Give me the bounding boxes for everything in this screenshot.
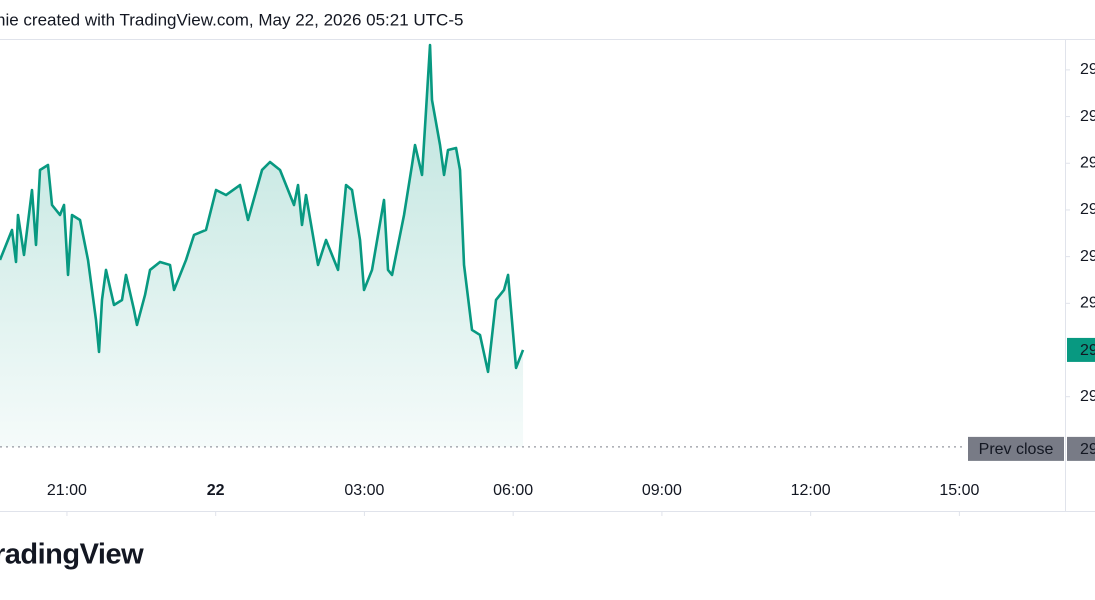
x-tick-label: 12:00 [791,482,831,499]
y-tick-label: 29 [1080,295,1095,312]
x-tick-label: 03:00 [344,482,384,499]
prev-close-name: Prev close [979,441,1054,458]
price-line [0,43,525,374]
x-tick-label: 09:00 [642,482,682,499]
y-tick-label: 29 [1080,61,1095,78]
x-tick-label: 21:00 [47,482,87,499]
brand-logo: radingView [0,539,144,571]
prev-close-tag [968,436,1064,461]
last-price-box [1067,337,1095,362]
y-tick-label: 29 [1080,201,1095,218]
x-tick-label: 15:00 [939,482,979,499]
x-tick-label: 06:00 [493,482,533,499]
y-tick-label: 29 [1080,388,1095,405]
prev-close-box [1067,436,1095,461]
y-tick-label: 29 [1080,154,1095,171]
y-tick-label: 29 [1080,108,1095,125]
prev-close-label: 29 [1080,441,1095,458]
x-tick-label: 22 [207,482,225,499]
chart-title: nie created with TradingView.com, May 22… [0,10,463,29]
y-tick-label: 29 [1080,248,1095,265]
last-price-label: 29 [1080,342,1095,359]
price-area [0,45,524,447]
